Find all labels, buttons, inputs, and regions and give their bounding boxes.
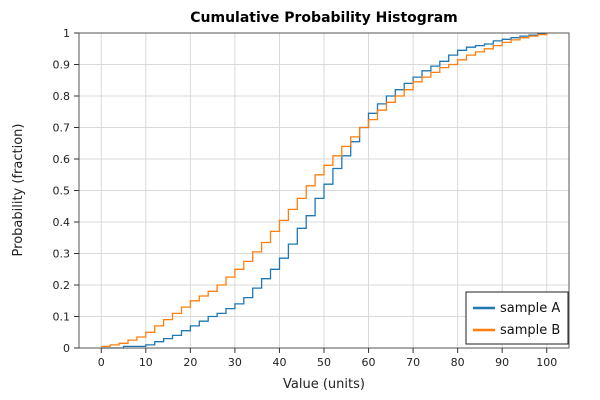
- x-tick-label: 30: [228, 356, 242, 369]
- x-tick-label: 40: [272, 356, 286, 369]
- x-tick-label: 80: [451, 356, 465, 369]
- y-tick-label: 0.2: [53, 279, 71, 292]
- y-tick-label: 0.8: [53, 90, 71, 103]
- series-line-sample-a: [101, 33, 548, 349]
- x-tick-label: 50: [317, 356, 331, 369]
- legend-label-sample-b: sample B: [500, 323, 560, 338]
- y-tick-label: 0: [63, 342, 70, 355]
- legend: sample A sample B: [465, 291, 569, 345]
- x-tick-label: 60: [362, 356, 376, 369]
- y-axis-label: Probability (fraction): [11, 124, 26, 257]
- y-tick-label: 0.5: [53, 185, 71, 198]
- y-tick-label: 1: [63, 27, 70, 40]
- y-tick-label: 0.7: [53, 122, 71, 135]
- y-tick-label: 0.6: [53, 153, 71, 166]
- y-axis: 0 0.1 0.2 0.3 0.4 0.5 0.6 0.7 0.8 0.9 1: [53, 27, 79, 355]
- x-tick-label: 100: [536, 356, 557, 369]
- series-layer: [101, 33, 548, 349]
- x-axis: 0 10 20 30 40 50 60 70 80 90 100: [98, 348, 557, 369]
- legend-label-sample-a: sample A: [500, 301, 560, 316]
- y-tick-label: 0.3: [53, 248, 71, 261]
- legend-box: [465, 291, 569, 345]
- x-tick-label: 0: [98, 356, 105, 369]
- series-line-sample-b: [101, 33, 548, 348]
- y-tick-label: 0.9: [53, 59, 71, 72]
- x-tick-label: 20: [183, 356, 197, 369]
- x-tick-label: 90: [495, 356, 509, 369]
- x-tick-label: 70: [406, 356, 420, 369]
- x-axis-label: Value (units): [283, 377, 365, 392]
- chart-title: Cumulative Probability Histogram: [190, 10, 458, 26]
- y-tick-label: 0.4: [53, 216, 71, 229]
- x-tick-label: 10: [139, 356, 153, 369]
- y-tick-label: 0.1: [53, 311, 71, 324]
